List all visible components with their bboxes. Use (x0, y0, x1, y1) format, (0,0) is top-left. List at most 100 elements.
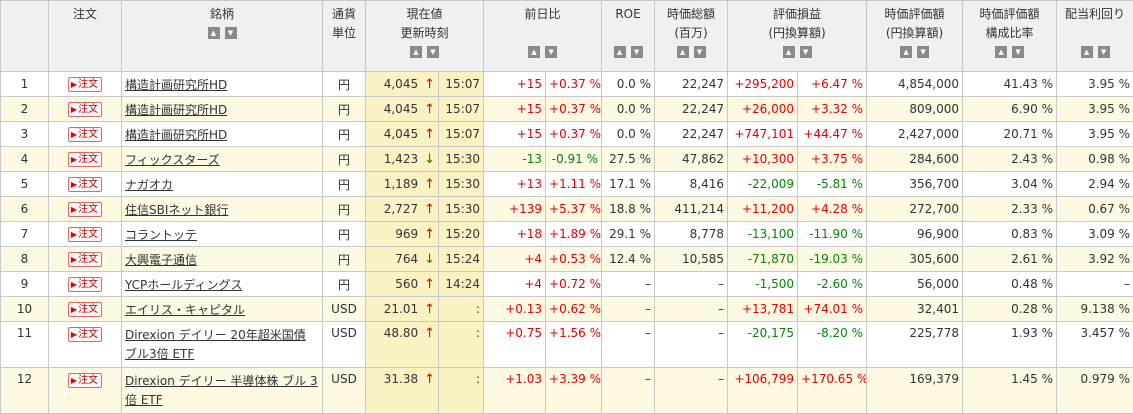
change-pct-cell: +0.72 % (545, 271, 603, 297)
security-name-link[interactable]: フィックスターズ (125, 152, 220, 167)
update-time-cell: 15:20 (437, 221, 485, 247)
security-name-link[interactable]: 大興電子通信 (125, 252, 198, 267)
security-name-cell: 構造計画研究所HD (121, 96, 323, 122)
security-name-cell: エイリス・キャピタル (121, 296, 323, 322)
sort-up-icon[interactable]: ▲ (676, 46, 689, 58)
change-cell: +4 (483, 246, 547, 272)
security-name-link[interactable]: エイリス・キャピタル (125, 302, 246, 317)
header-value: 時価評価額 (円換算額) ▲ ▼ (866, 0, 964, 72)
security-name-link[interactable]: コラントッテ (125, 227, 198, 242)
change-cell: +139 (483, 196, 547, 222)
market-cap-cell: – (654, 321, 729, 368)
change-cell: +15 (483, 121, 547, 147)
change-pct-cell: +1.56 % (545, 321, 603, 368)
dividend-yield-cell: 2.94 % (1056, 171, 1133, 197)
header-pl: 評価損益 (円換算額) ▲ ▼ (727, 0, 868, 72)
change-pct-cell: +0.37 % (545, 121, 603, 147)
order-button[interactable]: ▶注文 (67, 327, 103, 342)
roe-cell: 17.1 % (601, 171, 656, 197)
sort-up-icon[interactable]: ▲ (528, 46, 541, 58)
security-name-link[interactable]: 構造計画研究所HD (125, 127, 228, 142)
security-name-link[interactable]: YCPホールディングス (125, 277, 243, 292)
sort-up-icon[interactable]: ▲ (995, 46, 1008, 58)
valuation-cell: 272,700 (866, 196, 964, 222)
order-button[interactable]: ▶注文 (67, 277, 103, 292)
sort-down-icon[interactable]: ▼ (917, 46, 930, 58)
profit-loss-pct-cell: +6.47 % (797, 71, 868, 97)
arrow-up-icon: ↑ (424, 201, 435, 217)
order-button[interactable]: ▶注文 (67, 102, 103, 117)
table-row: 2 ▶注文 構造計画研究所HD 円 4,045 ↑ 15:07 +15 +0.37 % 0.0 %… (0, 96, 1133, 122)
security-name-link[interactable]: 構造計画研究所HD (125, 77, 228, 92)
sort-down-icon[interactable]: ▼ (1012, 46, 1025, 58)
sort-down-icon[interactable]: ▼ (693, 46, 706, 58)
security-name-link[interactable]: Direxion デイリー 半導体株 ブル 3倍 ETF (125, 373, 318, 407)
arrow-right-icon: ▶ (70, 230, 78, 239)
sort-up-icon[interactable]: ▲ (410, 46, 422, 58)
order-cell: ▶注文 (48, 96, 122, 122)
order-button[interactable]: ▶注文 (67, 302, 103, 317)
order-button[interactable]: ▶注文 (67, 152, 103, 167)
update-time-cell: : (437, 296, 485, 322)
currency-cell: 円 (322, 246, 366, 272)
dividend-yield-cell: 3.95 % (1056, 96, 1133, 122)
sort-down-icon[interactable]: ▼ (545, 46, 558, 58)
order-button[interactable]: ▶注文 (67, 77, 103, 92)
arrow-right-icon: ▶ (70, 155, 78, 164)
update-time-cell: 15:07 (437, 71, 485, 97)
arrow-right-icon: ▶ (70, 105, 78, 114)
security-name-cell: Direxion デイリー 半導体株 ブル 3倍 ETF (121, 367, 323, 414)
roe-cell: 12.4 % (601, 246, 656, 272)
table-row: 6 ▶注文 住信SBIネット銀行 円 2,727 ↑ 15:30 +139 +5.37 % 18.… (0, 196, 1133, 222)
row-number: 4 (0, 146, 49, 172)
table-row: 11 ▶注文 Direxion デイリー 20年超米国債 ブル3倍 ETF USD 48… (0, 321, 1133, 368)
composition-ratio-cell: 0.48 % (962, 271, 1058, 297)
price-cell: 31.38 ↑ (365, 367, 439, 414)
order-cell: ▶注文 (48, 271, 122, 297)
security-name-link[interactable]: Direxion デイリー 20年超米国債 ブル3倍 ETF (125, 327, 306, 361)
change-cell: +0.13 (483, 296, 547, 322)
security-name-cell: 構造計画研究所HD (121, 121, 323, 147)
row-number: 8 (0, 246, 49, 272)
order-button-label: 注文 (78, 254, 99, 265)
sort-up-icon[interactable]: ▲ (613, 46, 626, 58)
security-name-link[interactable]: 住信SBIネット銀行 (125, 202, 229, 217)
arrow-up-icon: ↑ (424, 276, 435, 292)
arrow-right-icon: ▶ (70, 305, 78, 314)
security-name-link[interactable]: 構造計画研究所HD (125, 102, 228, 117)
sort-up-icon[interactable]: ▲ (207, 27, 220, 39)
order-button[interactable]: ▶注文 (67, 127, 103, 142)
dividend-yield-cell: 0.98 % (1056, 146, 1133, 172)
price-value: 1,423 (383, 151, 419, 166)
sort-down-icon[interactable]: ▼ (427, 46, 439, 58)
order-button[interactable]: ▶注文 (67, 373, 103, 388)
sort-down-icon[interactable]: ▼ (1097, 46, 1110, 58)
order-button[interactable]: ▶注文 (67, 202, 103, 217)
header-price: 現在値 更新時刻 ▲ ▼ (364, 0, 485, 72)
security-name-link[interactable]: ナガオカ (125, 177, 174, 192)
change-pct-cell: +0.62 % (545, 296, 603, 322)
header-name: 銘柄 ▲ ▼ (121, 0, 323, 72)
sort-up-icon[interactable]: ▲ (782, 46, 795, 58)
sort-up-icon[interactable]: ▲ (900, 46, 913, 58)
sort-up-icon[interactable]: ▲ (1080, 46, 1093, 58)
table-row: 8 ▶注文 大興電子通信 円 764 ↓ 15:24 +4 +0.53 % 12.4 % 10,58… (0, 246, 1133, 272)
order-button[interactable]: ▶注文 (67, 227, 103, 242)
row-number: 12 (0, 367, 49, 414)
sort-down-icon[interactable]: ▼ (630, 46, 643, 58)
currency-cell: USD (322, 367, 366, 414)
change-pct-cell: +1.89 % (545, 221, 603, 247)
sort-down-icon[interactable]: ▼ (224, 27, 237, 39)
sort-down-icon[interactable]: ▼ (799, 46, 812, 58)
dividend-yield-cell: 3.92 % (1056, 246, 1133, 272)
market-cap-cell: – (654, 367, 729, 414)
price-cell: 21.01 ↑ (365, 296, 439, 322)
composition-ratio-cell: 2.33 % (962, 196, 1058, 222)
order-button[interactable]: ▶注文 (67, 252, 103, 267)
order-cell: ▶注文 (48, 171, 122, 197)
currency-cell: 円 (322, 146, 366, 172)
change-cell: +15 (483, 96, 547, 122)
change-cell: +0.75 (483, 321, 547, 368)
price-value: 560 (395, 276, 419, 291)
order-button[interactable]: ▶注文 (67, 177, 103, 192)
